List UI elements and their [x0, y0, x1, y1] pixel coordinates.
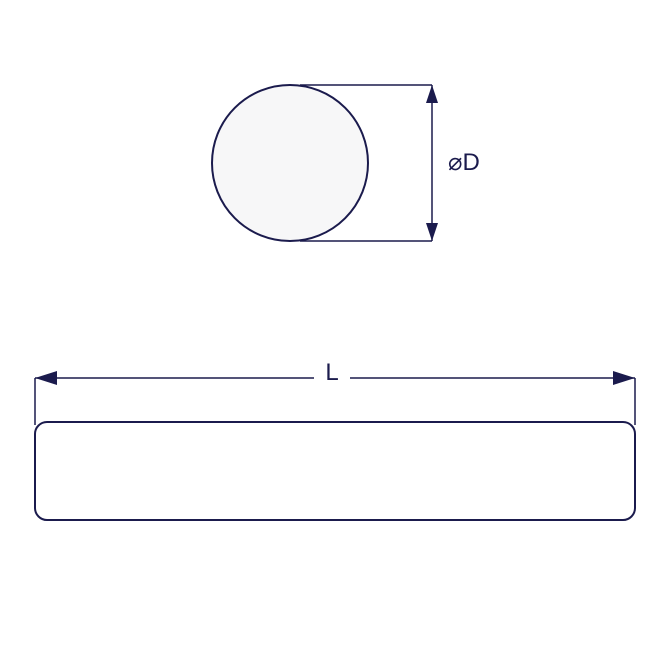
- length-arrowhead-right: [613, 371, 635, 385]
- engineering-drawing: ⌀D L: [0, 0, 670, 670]
- length-arrowhead-left: [35, 371, 57, 385]
- diameter-arrowhead-bottom: [426, 223, 438, 241]
- diameter-label: ⌀D: [448, 149, 480, 176]
- diameter-arrowhead-top: [426, 85, 438, 103]
- shaft-end-view-circle: [212, 85, 368, 241]
- length-label: L: [325, 359, 338, 386]
- shaft-side-view-bar: [35, 422, 635, 520]
